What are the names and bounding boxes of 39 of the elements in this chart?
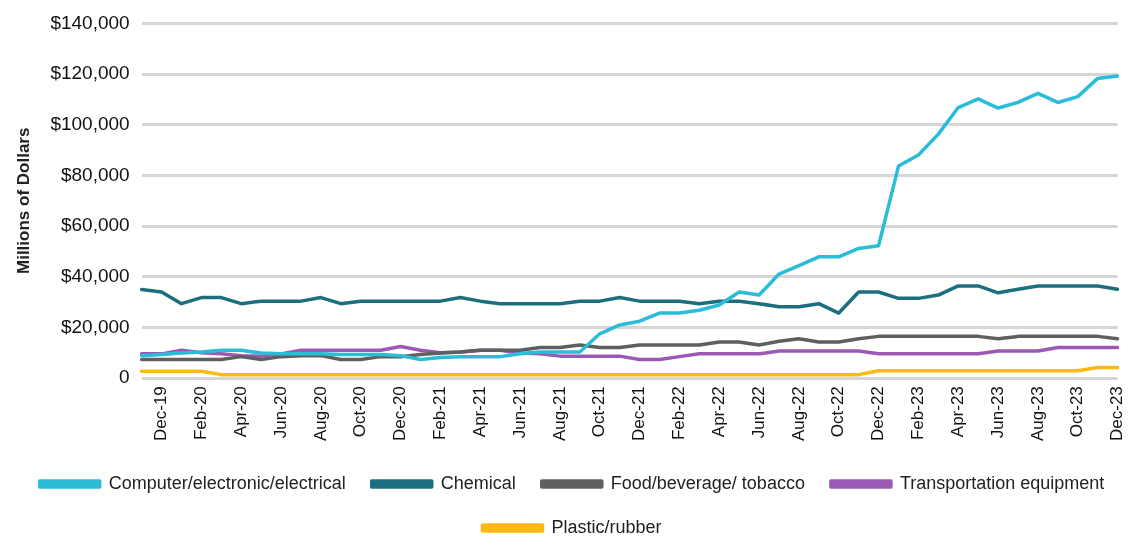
legend-label: Computer/electronic/electrical [108, 472, 346, 493]
x-tick-label: Feb-21 [430, 386, 450, 441]
x-tick-label: Oct-23 [1067, 386, 1087, 438]
y-tick-label: $120,000 [50, 62, 130, 84]
y-tick-label: $100,000 [50, 113, 130, 134]
x-tick-label: Aug-20 [310, 386, 330, 442]
y-tick-label: $20,000 [60, 315, 130, 337]
x-tick-label: Apr-22 [708, 386, 728, 438]
legend-label: Chemical [440, 472, 516, 493]
x-tick-label: Dec-19 [151, 386, 171, 441]
x-tick-label: Oct-22 [828, 386, 848, 438]
legend-label: Food/beverage/ tobacco [610, 472, 805, 493]
x-tick-label: Dec-20 [390, 386, 410, 441]
x-tick-label: Jun-20 [270, 386, 290, 439]
y-tick-label: $40,000 [60, 265, 130, 287]
x-tick-label: Jun-22 [748, 386, 768, 439]
legend-label: Plastic/rubber [551, 516, 662, 537]
x-tick-label: Dec-23 [1107, 386, 1127, 441]
y-tick-label: $80,000 [60, 163, 130, 185]
x-tick-label: Aug-23 [1027, 386, 1047, 442]
x-tick-label: Feb-22 [669, 386, 689, 441]
x-tick-label: Jun-21 [509, 386, 529, 439]
x-tick-label: Dec-22 [868, 386, 888, 441]
y-axis-title: Millions of Dollars [13, 127, 33, 274]
legend-label: Transportation equipment [899, 472, 1105, 493]
x-tick-label: Oct-20 [350, 386, 370, 438]
x-tick-label: Oct-21 [589, 386, 609, 438]
x-tick-label: Dec-21 [629, 386, 649, 441]
x-tick-label: Feb-20 [191, 386, 211, 441]
y-tick-label: $60,000 [60, 214, 130, 236]
x-tick-label: Aug-22 [788, 386, 808, 442]
x-tick-label: Feb-23 [908, 386, 928, 441]
x-tick-label: Jun-23 [987, 386, 1007, 439]
x-tick-label: Aug-21 [549, 386, 569, 442]
x-tick-label: Apr-21 [469, 386, 489, 438]
x-tick-label: Apr-23 [947, 386, 967, 438]
y-tick-label: $140,000 [50, 11, 130, 33]
y-tick-label: 0 [119, 366, 130, 388]
x-tick-label: Apr-20 [230, 386, 250, 438]
